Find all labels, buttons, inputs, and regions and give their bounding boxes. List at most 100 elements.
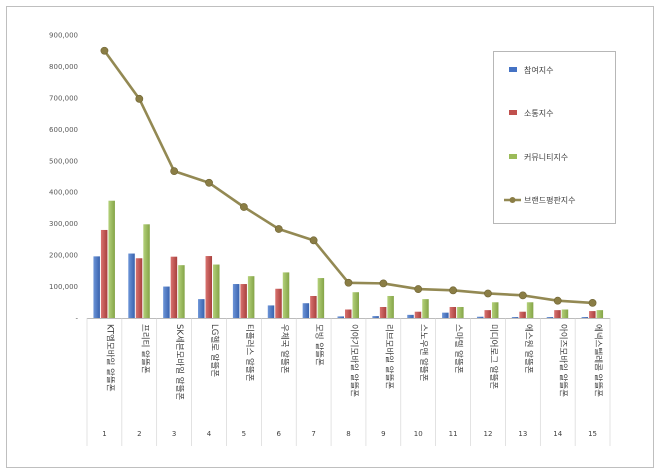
rank-label-12: 12 xyxy=(484,430,493,438)
rank-label-13: 13 xyxy=(518,430,527,438)
category-label-15: 에넥스텔레콤 알뜰폰 xyxy=(593,324,604,397)
bar-2-5 xyxy=(240,284,247,318)
category-label-2: 프리티 알뜰폰 xyxy=(139,324,150,374)
bar-3-9 xyxy=(387,295,394,318)
legend-label-3: 커뮤니티지수 xyxy=(524,152,568,162)
bar-3-13 xyxy=(526,302,534,318)
bar-2-11 xyxy=(449,306,457,318)
y-tick-label: 900,000 xyxy=(49,32,78,40)
brand-index-point-2 xyxy=(135,94,144,103)
legend-label-1: 참여지수 xyxy=(524,65,553,75)
brand-index-point-12 xyxy=(484,289,492,298)
bar-2-14 xyxy=(554,310,561,318)
brand-index-point-3 xyxy=(170,167,179,176)
bar-1-4 xyxy=(198,299,205,318)
bar-1-11 xyxy=(442,312,449,318)
bar-3-1 xyxy=(108,200,115,318)
axes: - 100,000 200,000 300,000 400,000 500,000 600,… xyxy=(49,32,611,446)
bar-2-1 xyxy=(100,229,108,318)
brand-index-point-10 xyxy=(414,285,423,293)
legend-box xyxy=(493,51,616,224)
bar-3-3 xyxy=(178,265,185,318)
rank-label-2: 2 xyxy=(137,430,141,438)
bar-1-7 xyxy=(302,303,310,318)
brand-index-point-9 xyxy=(379,279,388,288)
y-tick-label: - xyxy=(75,315,78,323)
bar-3-7 xyxy=(317,278,325,318)
category-label-6: 우체국 알뜰폰 xyxy=(279,324,290,374)
legend-swatch-3 xyxy=(509,154,517,159)
brand-index-point-5 xyxy=(239,203,248,211)
category-label-9: 리브모바일 알뜰폰 xyxy=(383,324,394,389)
bar-1-10 xyxy=(407,314,414,318)
rank-label-11: 11 xyxy=(449,430,458,438)
bar-1-5 xyxy=(232,284,240,318)
y-tick-label: 800,000 xyxy=(49,63,78,71)
bar-3-10 xyxy=(422,299,429,318)
bar-2-13 xyxy=(519,311,526,318)
brand-index-point-15 xyxy=(588,299,597,307)
rank-label-6: 6 xyxy=(277,430,282,438)
bar-1-14 xyxy=(546,317,554,318)
bar-1-13 xyxy=(511,317,519,318)
category-label-8: 이야기모바일 알뜰폰 xyxy=(349,324,360,397)
bar-2-15 xyxy=(589,311,596,318)
bar-1-3 xyxy=(163,286,170,318)
rank-label-5: 5 xyxy=(242,430,246,438)
rank-label-15: 15 xyxy=(588,430,597,438)
bar-2-4 xyxy=(205,256,213,318)
bar-3-6 xyxy=(282,272,290,318)
category-label-1: KT엠모바일 알뜰폰 xyxy=(104,324,115,392)
category-label-13: 에스원 알뜰폰 xyxy=(523,324,534,374)
category-label-14: 아이즈모바일 알뜰폰 xyxy=(558,324,569,397)
category-label-3: SK세븐모바일 알뜰폰 xyxy=(174,324,185,400)
bar-1-6 xyxy=(267,305,275,318)
rank-label-10: 10 xyxy=(414,430,423,438)
rank-label-1: 1 xyxy=(102,430,106,438)
rank-label-3: 3 xyxy=(172,430,176,438)
bar-2-12 xyxy=(484,310,491,318)
bar-2-3 xyxy=(170,256,178,318)
line-series xyxy=(100,46,597,307)
y-tick-label: 100,000 xyxy=(49,283,78,291)
bar-1-12 xyxy=(476,316,484,318)
rank-label-7: 7 xyxy=(311,430,315,438)
bar-2-8 xyxy=(345,309,352,318)
bar-3-12 xyxy=(491,302,499,318)
category-label-4: LG헬로 알뜰폰 xyxy=(209,324,220,377)
bar-3-4 xyxy=(213,264,220,318)
bar-3-11 xyxy=(457,306,464,318)
category-label-5: 티플러스 알뜰폰 xyxy=(244,324,255,382)
bar-3-5 xyxy=(247,276,255,318)
bar-1-9 xyxy=(372,316,379,318)
rank-label-4: 4 xyxy=(207,430,212,438)
bar-3-15 xyxy=(596,310,604,318)
x-axis-labels: KT엠모바일 알뜰폰 1 프리티 알뜰폰 2 SK세븐모바일 알뜰폰 3 LG헬로 알뜰폰 4… xyxy=(102,324,603,438)
rank-label-14: 14 xyxy=(553,430,562,438)
brand-index-point-11 xyxy=(449,286,457,295)
brand-index-point-7 xyxy=(309,236,318,245)
brand-index-point-1 xyxy=(100,46,109,55)
brand-index-point-14 xyxy=(553,296,562,305)
brand-index-point-4 xyxy=(205,178,213,187)
rank-label-9: 9 xyxy=(381,430,385,438)
y-tick-label: 700,000 xyxy=(49,94,78,102)
bar-3-14 xyxy=(561,309,569,318)
y-tick-label: 400,000 xyxy=(49,189,78,197)
rank-label-8: 8 xyxy=(346,430,350,438)
y-tick-label: 300,000 xyxy=(49,220,78,228)
legend-swatch-2 xyxy=(509,110,517,115)
bar-1-2 xyxy=(128,253,135,318)
legend-label-2: 소통지수 xyxy=(524,109,553,118)
y-tick-label: 200,000 xyxy=(49,252,78,260)
bar-1-8 xyxy=(337,316,344,318)
bar-3-2 xyxy=(143,224,150,318)
category-label-10: 스노우맨 알뜰폰 xyxy=(418,324,429,382)
category-label-7: 모빙 알뜰폰 xyxy=(314,324,325,366)
brand-index-point-6 xyxy=(274,225,283,233)
bar-2-7 xyxy=(310,295,317,318)
brand-index-point-8 xyxy=(344,278,353,287)
y-tick-label: 500,000 xyxy=(49,157,78,165)
